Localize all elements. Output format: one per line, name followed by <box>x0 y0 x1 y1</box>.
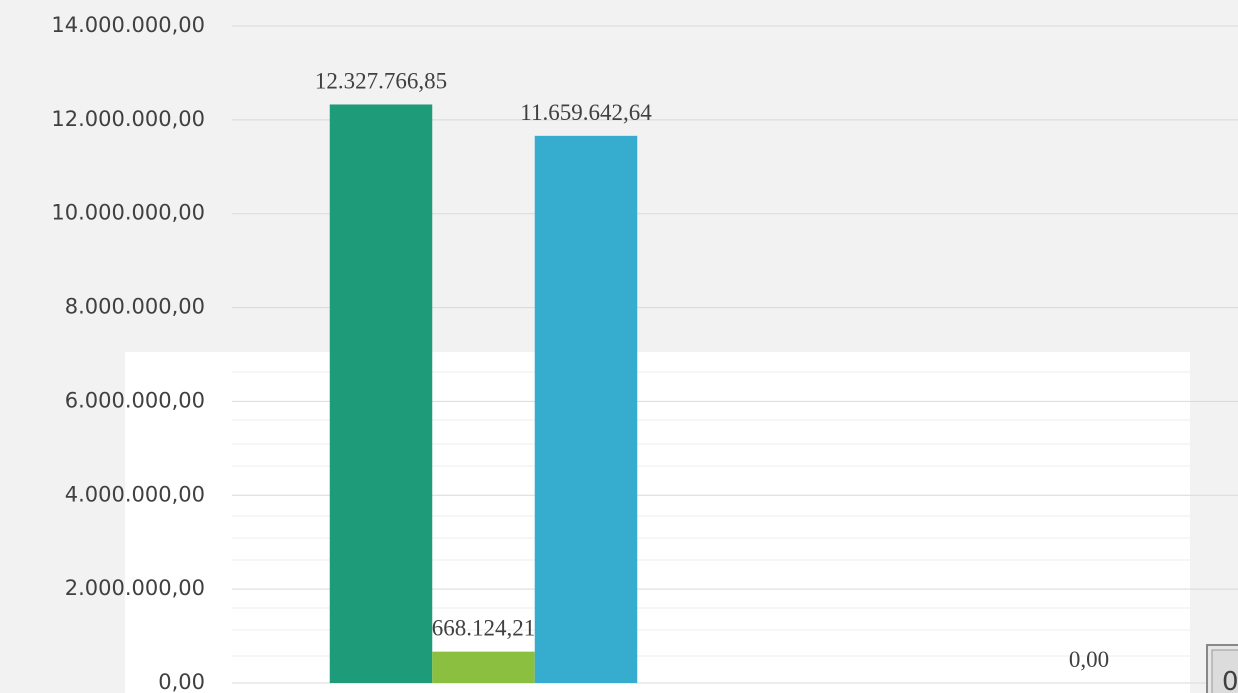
y-tick-label: 0,00 <box>158 670 205 693</box>
y-tick-label: 2.000.000,00 <box>65 576 205 600</box>
bar <box>534 135 638 684</box>
overlay-panel <box>125 352 1190 693</box>
y-tick-label: 4.000.000,00 <box>65 482 205 506</box>
y-tick-label: 14.000.000,00 <box>51 13 205 37</box>
y-tick-label: 6.000.000,00 <box>65 388 205 412</box>
y-tick-label: 10.000.000,00 <box>51 201 205 225</box>
overlay-label: 0 <box>1222 667 1238 693</box>
overlay-box-inner <box>1211 649 1238 693</box>
y-tick-label: 12.000.000,00 <box>51 107 205 131</box>
data-label: 0,00 <box>1069 647 1109 672</box>
data-label: 11.659.642,64 <box>520 100 652 125</box>
data-label: 12.327.766,85 <box>315 68 447 93</box>
data-label: 668.124,21 <box>432 616 536 641</box>
bar <box>432 651 535 683</box>
y-tick-label: 8.000.000,00 <box>65 295 205 319</box>
bar <box>329 104 433 683</box>
